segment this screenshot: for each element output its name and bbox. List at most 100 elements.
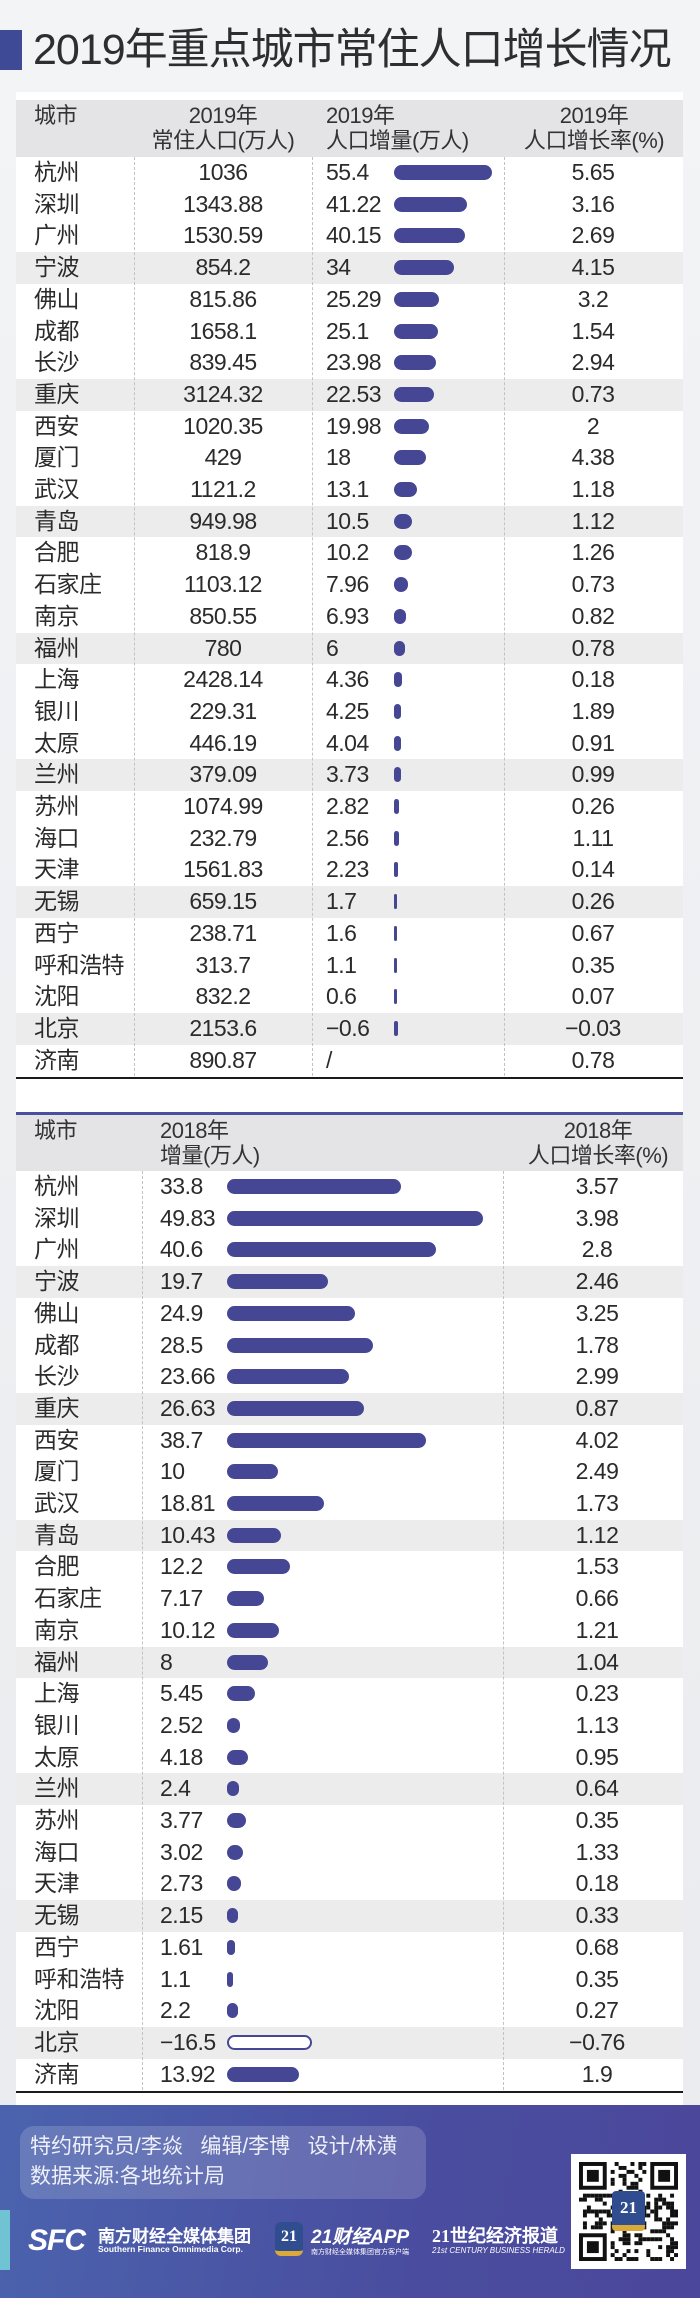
table-row: 银川 2.52 1.13 [16,1710,683,1742]
growth-rate-value: 0.68 [575,1933,619,1960]
table-row: 西安 1020.35 19.98 2 [16,411,683,443]
increase-bar [227,1496,324,1511]
increase-value: / [326,1046,332,1073]
city-name: 西宁 [34,919,80,946]
increase-value: 41.22 [326,190,382,217]
increase-bar [227,2034,312,2050]
growth-rate-value: 0.33 [575,1902,619,1929]
app-badge-icon: 21 [275,2222,303,2256]
city-name: 广州 [34,222,80,249]
increase-bar [227,1876,242,1892]
increase-bar [227,1781,240,1797]
increase-value: 7.96 [326,571,369,598]
increase-bar [227,1274,329,1290]
city-name: 石家庄 [34,1585,102,1612]
growth-rate-value: 0.35 [575,1965,619,1992]
growth-rate-value: 1.33 [575,1838,619,1865]
growth-rate-value: 0.35 [571,951,615,978]
increase-bar [394,799,399,814]
table-row: 南京 850.55 6.93 0.82 [16,601,683,633]
increase-value: 4.25 [326,697,369,724]
city-name: 福州 [34,634,80,661]
increase-value: 4.36 [326,666,369,693]
growth-rate-value: 2.69 [571,222,615,249]
table-row: 福州 8 1.04 [16,1646,683,1679]
table-row: 天津 2.73 0.18 [16,1868,683,1900]
table-row: 武汉 18.81 1.73 [16,1488,683,1520]
table-row: 西安 38.7 4.02 [16,1425,683,1457]
population-value: 446.19 [189,729,257,756]
city-name: 青岛 [34,1521,80,1548]
population-value: 818.9 [195,539,251,566]
sfc-mark: SFC [28,2224,86,2257]
table-row: 广州 40.6 2.8 [16,1234,683,1266]
population-value: 949.98 [189,507,257,534]
growth-rate-value: 0.99 [571,761,615,788]
sfc-name: 南方财经全媒体集团 [98,2227,251,2246]
table-row: 苏州 3.77 0.35 [16,1805,683,1837]
population-value: 659.15 [189,888,257,915]
population-value: 1020.35 [183,412,263,439]
increase-bar [227,1559,290,1575]
increase-value: 38.7 [160,1426,203,1453]
increase-value: 5.45 [160,1680,203,1707]
city-name: 南京 [34,1616,80,1643]
increase-value: 2.52 [160,1711,203,1738]
population-value: 890.87 [189,1046,257,1073]
table-row: 上海 5.45 0.23 [16,1678,683,1710]
population-value: 1658.1 [189,317,257,344]
city-name: 西安 [34,1426,80,1453]
growth-rate-value: 0.18 [575,1870,619,1897]
increase-bar [394,291,439,307]
city-name: 厦门 [34,1458,80,1485]
increase-bar [394,165,492,180]
table-row: 青岛 10.43 1.12 [16,1519,683,1552]
city-name: 深圳 [34,1204,80,1231]
population-value: 780 [204,634,242,661]
population-value: 1530.59 [183,222,263,249]
growth-rate-value: 1.04 [575,1648,619,1675]
increase-bar [227,1844,243,1860]
city-name: 无锡 [34,1902,80,1929]
increase-bar [227,1686,255,1702]
table-row: 沈阳 832.2 0.6 0.07 [16,981,683,1013]
population-value: 1561.83 [183,856,263,883]
sfc-en: Southern Finance Omnimedia Corp. [98,2244,243,2254]
population-value: 854.2 [195,254,251,281]
population-value: 839.45 [189,349,257,376]
t1-header-pop-l2: 常住人口(万人) [151,128,295,153]
city-name: 兰州 [34,761,80,788]
growth-rate-value: 3.2 [577,285,609,312]
column-divider [134,157,135,1077]
population-value: 1036 [198,159,248,185]
table2-top-rule [16,1112,683,1115]
table-row: 厦门 429 18 4.38 [16,442,683,474]
increase-bar [394,577,408,593]
increase-value: 2.56 [326,824,369,851]
growth-rate-value: 0.26 [571,793,615,819]
increase-bar [227,1179,401,1194]
table-row: 济南 890.87 / 0.78 [16,1045,683,1077]
increase-value: 23.98 [326,349,382,376]
t2-header-inc-l1: 2018年 [160,1118,229,1143]
table-row: 兰州 2.4 0.64 [16,1773,683,1805]
city-name: 深圳 [34,190,80,217]
table-row: 银川 229.31 4.25 1.89 [16,696,683,728]
qr-code[interactable]: 21 [571,2154,686,2269]
table-row: 深圳 49.83 3.98 [16,1203,683,1235]
sfc-logo: SFC 南方财经全媒体集团 Southern Finance Omnimedia… [28,2222,268,2258]
city-name: 无锡 [34,888,80,915]
increase-bar [394,386,434,402]
population-value: 850.55 [189,602,257,629]
growth-rate-value: 0.91 [571,729,615,756]
increase-bar [227,1305,355,1321]
increase-value: 10.12 [160,1616,216,1643]
population-value: 429 [204,444,242,471]
table-row: 成都 28.5 1.78 [16,1330,683,1362]
increase-value: 10.2 [326,539,369,566]
growth-rate-value: 0.35 [575,1807,619,1833]
increase-value: 19.7 [160,1268,203,1295]
table1-bottom-rule [16,1077,683,1079]
population-value: 238.71 [189,919,257,946]
increase-value: 3.02 [160,1838,203,1865]
